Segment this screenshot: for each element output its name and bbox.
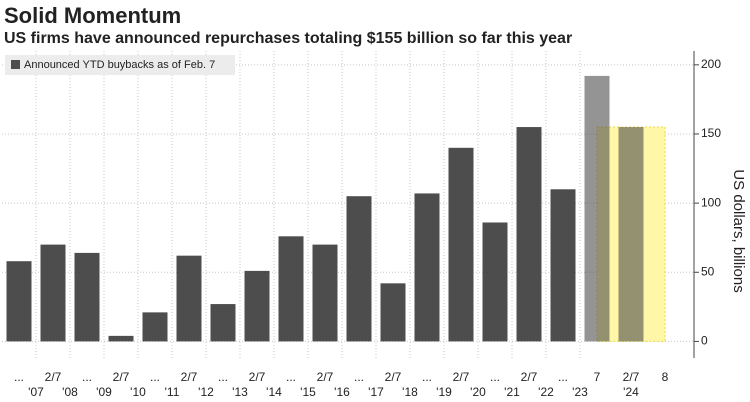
bar <box>278 236 304 342</box>
y-tick-label: 150 <box>701 126 721 140</box>
bar <box>244 270 270 342</box>
x-year-label: '22 <box>538 385 554 399</box>
x-year-label: '14 <box>266 385 282 399</box>
y-axis-label: US dollars, billions <box>730 169 747 292</box>
y-tick-label: 200 <box>701 57 721 71</box>
bar <box>74 252 100 342</box>
y-tick-label: 50 <box>701 264 715 278</box>
legend-label: Announced YTD buybacks as of Feb. 7 <box>24 59 215 71</box>
x-tick-label: 7 <box>594 370 601 384</box>
x-tick-label: 2/7 <box>181 370 198 384</box>
bar <box>516 127 542 342</box>
x-tick-label: 2/7 <box>45 370 62 384</box>
x-year-label: '12 <box>198 385 214 399</box>
bar <box>448 147 474 342</box>
x-tick-label: ... <box>14 370 24 384</box>
chart-title: Solid Momentum <box>4 3 181 28</box>
x-tick-label: ... <box>354 370 364 384</box>
x-year-label: '20 <box>470 385 486 399</box>
x-year-label: '13 <box>232 385 248 399</box>
x-year-label: '07 <box>28 385 44 399</box>
x-year-label: '09 <box>96 385 112 399</box>
bar <box>346 196 372 342</box>
bar <box>142 312 168 342</box>
x-year-label: '19 <box>436 385 452 399</box>
bar <box>550 189 576 342</box>
bar <box>380 283 406 342</box>
x-year-label: '15 <box>300 385 316 399</box>
x-tick-label: 2/7 <box>249 370 266 384</box>
legend-swatch <box>11 60 20 69</box>
chart-subtitle: US firms have announced repurchases tota… <box>4 30 572 47</box>
x-tick-label: ... <box>150 370 160 384</box>
x-tick-label: ... <box>558 370 568 384</box>
x-tick-label: ... <box>286 370 296 384</box>
x-year-label: '11 <box>165 385 180 399</box>
bar <box>210 304 236 342</box>
x-year-label: '10 <box>130 385 146 399</box>
bar <box>584 75 610 342</box>
bar <box>414 193 440 342</box>
x-tick-label: 2/7 <box>317 370 334 384</box>
x-tick-label: 8 <box>662 370 669 384</box>
bar <box>176 255 202 342</box>
x-year-label: '21 <box>504 385 520 399</box>
x-tick-label: 2/7 <box>623 370 640 384</box>
x-year-label: '18 <box>402 385 418 399</box>
bar <box>482 222 508 342</box>
x-year-label: '08 <box>62 385 78 399</box>
x-tick-label: ... <box>82 370 92 384</box>
x-tick-label: ... <box>422 370 432 384</box>
bar <box>618 127 644 342</box>
x-year-label: '17 <box>368 385 384 399</box>
bar <box>40 244 66 342</box>
y-tick-label: 100 <box>701 195 721 209</box>
x-tick-label: 2/7 <box>385 370 402 384</box>
x-tick-label: 2/7 <box>521 370 538 384</box>
bar <box>108 335 134 342</box>
bar <box>6 261 32 342</box>
y-tick-label: 0 <box>701 334 708 348</box>
legend-box <box>5 55 235 75</box>
x-tick-label: 2/7 <box>453 370 470 384</box>
x-tick-label: 2/7 <box>113 370 130 384</box>
bar <box>312 244 338 342</box>
x-year-label: '24 <box>623 385 639 399</box>
x-tick-label: ... <box>218 370 228 384</box>
x-tick-label: ... <box>490 370 500 384</box>
x-year-label: '16 <box>334 385 350 399</box>
x-year-label: '23 <box>572 385 588 399</box>
